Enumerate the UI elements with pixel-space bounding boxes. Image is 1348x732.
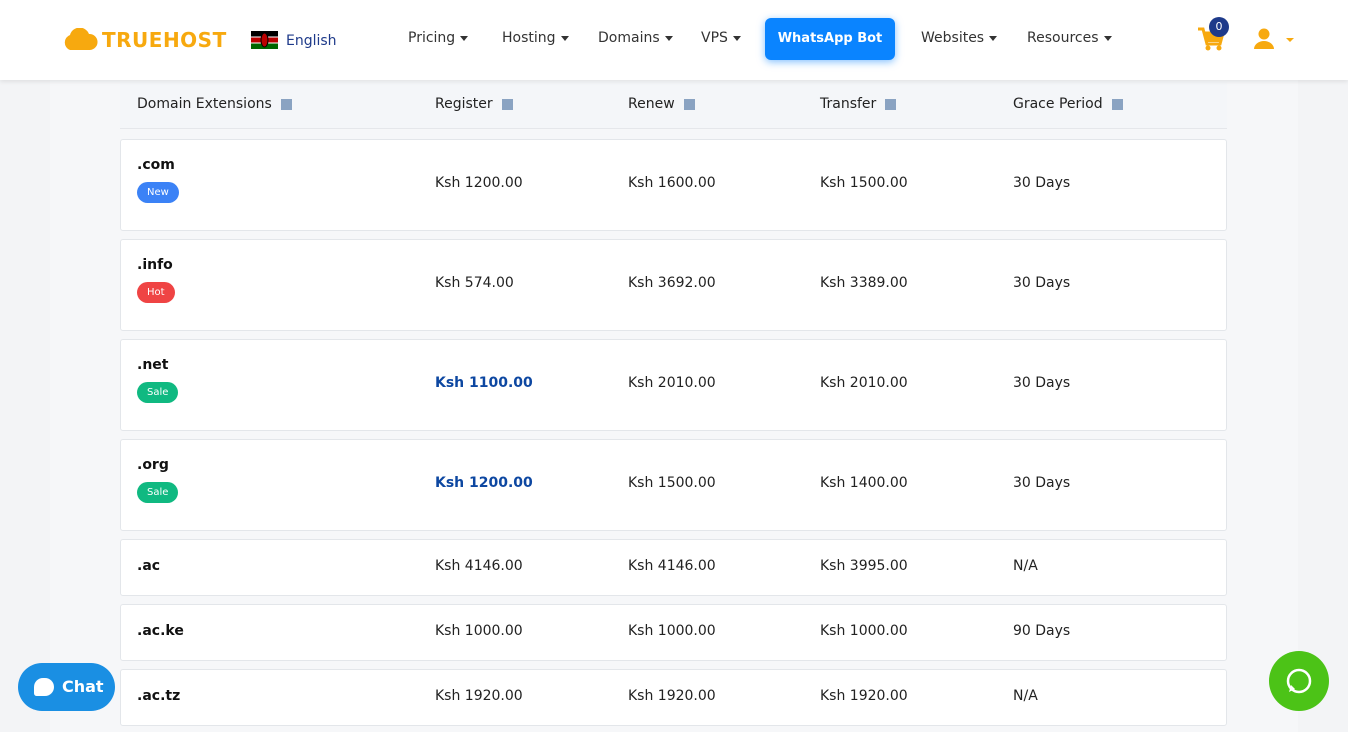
- logo-icon: [64, 28, 98, 50]
- nav-label[interactable]: VPS: [701, 30, 728, 46]
- nav-item[interactable]: VPS: [701, 30, 741, 46]
- price-grace: 30 Days: [1013, 475, 1071, 491]
- column-label: Register: [435, 96, 493, 112]
- table-row: .net Sale Ksh 1100.00 Ksh 2010.00 Ksh 2010.0…: [120, 339, 1227, 431]
- caret: [732, 35, 741, 41]
- price-renew: Ksh 2010.00: [628, 375, 716, 391]
- price-transfer: Ksh 3389.00: [820, 275, 908, 291]
- price-grace: 30 Days: [1013, 175, 1071, 191]
- caret: [560, 35, 569, 41]
- table-row: .info Hot Ksh 574.00 Ksh 3692.00 Ksh 3389.00…: [120, 239, 1227, 331]
- price-renew: Ksh 1600.00: [628, 175, 716, 191]
- chat-button[interactable]: Chat: [18, 663, 115, 711]
- domain-extension: .ac.ke: [137, 622, 184, 639]
- info-icon[interactable]: [1111, 98, 1123, 110]
- nav-label[interactable]: Domains: [598, 30, 660, 46]
- domain-extension: .net: [137, 357, 169, 373]
- nav-item[interactable]: Domains: [598, 30, 673, 46]
- column-header: Domain Extensions: [137, 96, 292, 112]
- badge: New: [137, 182, 179, 203]
- domain-extension: .ac: [137, 557, 161, 574]
- nav-label[interactable]: Pricing: [408, 30, 456, 46]
- caret: [664, 35, 673, 41]
- caret: [989, 35, 998, 41]
- domain-extension: .ac.tz: [137, 687, 181, 704]
- price-register: Ksh 1200.00: [435, 475, 533, 491]
- domain-extension: .com: [137, 157, 175, 173]
- column-label: Grace Period: [1013, 96, 1103, 112]
- language[interactable]: English: [286, 33, 337, 49]
- column-header: Renew: [628, 96, 695, 112]
- price-renew: Ksh 4146.00: [628, 557, 716, 574]
- column-header: Register: [435, 96, 513, 112]
- badge: Sale: [137, 482, 179, 503]
- price-grace: 30 Days: [1013, 275, 1071, 291]
- table-row: .ac.ke Ksh 1000.00 Ksh 1000.00 Ksh 1000.00 9…: [120, 604, 1227, 661]
- nav-label[interactable]: Hosting: [502, 30, 556, 46]
- price-register: Ksh 1100.00: [435, 375, 533, 391]
- domain-extension: .info: [137, 257, 173, 273]
- table-header: Domain Extensions Register Renew Transfer Gr…: [120, 82, 1227, 129]
- price-transfer: Ksh 3995.00: [820, 557, 908, 574]
- price-register: Ksh 1000.00: [435, 622, 523, 639]
- nav-item[interactable]: Pricing: [408, 30, 469, 46]
- price-grace: N/A: [1013, 557, 1038, 574]
- price-register: Ksh 4146.00: [435, 557, 523, 574]
- column-label: Renew: [628, 96, 675, 112]
- table-row: .ac.tz Ksh 1920.00 Ksh 1920.00 Ksh 1920.00 N…: [120, 669, 1227, 726]
- info-icon[interactable]: [280, 98, 292, 110]
- whatsapp-button[interactable]: [1269, 651, 1329, 711]
- domain-extension: .org: [137, 457, 169, 473]
- price-register: Ksh 574.00: [435, 275, 514, 291]
- table-row: .com New Ksh 1200.00 Ksh 1600.00 Ksh 1500.00…: [120, 139, 1227, 231]
- nav-label[interactable]: Websites: [921, 30, 985, 46]
- badge: Hot: [137, 282, 175, 303]
- column-header: Transfer: [820, 96, 897, 112]
- chat-icon: [34, 678, 54, 696]
- flag: [251, 31, 278, 49]
- price-transfer: Ksh 1400.00: [820, 475, 908, 491]
- header: TRUEHOST English 0 Pricing Hosting Domains…: [0, 0, 1348, 80]
- price-grace: 90 Days: [1013, 622, 1071, 639]
- column-label: Transfer: [820, 96, 877, 112]
- price-register: Ksh 1920.00: [435, 687, 523, 704]
- price-register: Ksh 1200.00: [435, 175, 523, 191]
- user-menu[interactable]: [1254, 27, 1296, 51]
- cart-count: 0: [1209, 17, 1229, 37]
- price-renew: Ksh 1500.00: [628, 475, 716, 491]
- price-renew: Ksh 1920.00: [628, 687, 716, 704]
- nav-item[interactable]: Websites: [921, 30, 998, 46]
- info-icon[interactable]: [885, 98, 897, 110]
- price-renew: Ksh 3692.00: [628, 275, 716, 291]
- nav-item[interactable]: Hosting: [502, 30, 569, 46]
- price-grace: N/A: [1013, 687, 1038, 704]
- chat-label: Chat: [62, 677, 104, 696]
- price-transfer: Ksh 2010.00: [820, 375, 908, 391]
- price-transfer: Ksh 1920.00: [820, 687, 908, 704]
- badge: Sale: [137, 382, 179, 403]
- column-label: Domain Extensions: [137, 96, 272, 112]
- nav-item[interactable]: Resources: [1027, 30, 1112, 46]
- price-renew: Ksh 1000.00: [628, 622, 716, 639]
- caret: [460, 35, 469, 41]
- info-icon[interactable]: [683, 98, 695, 110]
- whatsapp-bot-button[interactable]: WhatsApp Bot: [765, 18, 895, 60]
- price-transfer: Ksh 1000.00: [820, 622, 908, 639]
- nav-label[interactable]: Resources: [1027, 30, 1099, 46]
- price-grace: 30 Days: [1013, 375, 1071, 391]
- table-row: .org Sale Ksh 1200.00 Ksh 1500.00 Ksh 1400.0…: [120, 439, 1227, 531]
- table-row: .ac Ksh 4146.00 Ksh 4146.00 Ksh 3995.00 N/A: [120, 539, 1227, 596]
- price-transfer: Ksh 1500.00: [820, 175, 908, 191]
- caret: [1103, 35, 1112, 41]
- logo-text[interactable]: TRUEHOST: [102, 28, 227, 52]
- column-header: Grace Period: [1013, 96, 1123, 112]
- info-icon[interactable]: [501, 98, 513, 110]
